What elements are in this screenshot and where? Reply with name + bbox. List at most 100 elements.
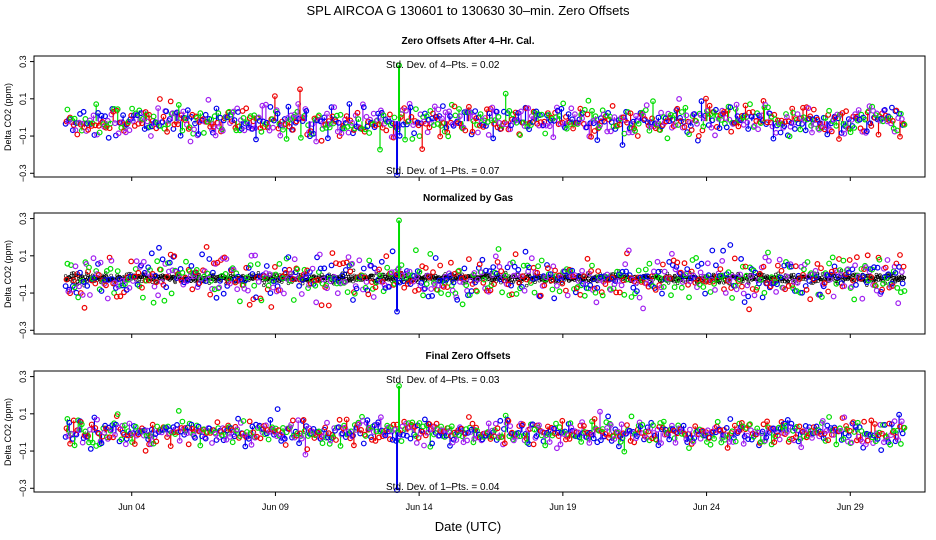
point-purple [320, 276, 327, 283]
panel-2-x-ticks [131, 334, 851, 338]
point-purple [726, 438, 733, 445]
point-green [646, 260, 653, 267]
point-purple [546, 439, 553, 445]
point-blue [702, 290, 708, 297]
point-purple [421, 442, 427, 449]
point-red [836, 136, 842, 142]
point-purple [223, 436, 230, 443]
point-green [143, 277, 150, 284]
point-red [290, 276, 296, 283]
point-purple [870, 107, 876, 114]
point-purple [884, 257, 891, 263]
point-black [878, 273, 882, 277]
point-black [423, 278, 428, 282]
point-red [343, 416, 350, 423]
point-green [682, 104, 689, 111]
point-red [466, 414, 472, 420]
point-purple [410, 278, 417, 285]
point-red [315, 277, 321, 283]
point-blue [87, 446, 94, 452]
point-black [75, 279, 80, 284]
point-blue [195, 281, 202, 288]
point-purple [298, 435, 305, 442]
point-green [258, 297, 265, 304]
point-purple [658, 284, 664, 291]
point-blue [547, 271, 554, 278]
point-red [419, 146, 426, 153]
point-red [900, 120, 907, 127]
point-red [634, 133, 641, 139]
point-purple [453, 294, 460, 301]
panel-2-points [62, 217, 908, 315]
point-green [247, 430, 254, 437]
point-green [409, 135, 416, 142]
point-blue [792, 125, 798, 132]
point-blue [432, 255, 439, 261]
point-green [448, 423, 455, 430]
point-purple [334, 290, 341, 297]
point-green [143, 111, 150, 118]
point-black [819, 278, 823, 282]
point-red [70, 277, 77, 284]
point-green [826, 260, 832, 267]
point-purple [748, 273, 754, 280]
point-blue [899, 280, 906, 287]
point-blue [163, 284, 170, 291]
point-blue [454, 296, 461, 303]
point-blue [447, 272, 453, 279]
point-green [675, 277, 682, 283]
point-blue [249, 125, 256, 132]
point-green [93, 268, 100, 274]
point-red [318, 302, 325, 309]
point-red [746, 306, 752, 313]
point-red [282, 442, 289, 448]
point-purple [895, 300, 902, 307]
point-blue [490, 135, 497, 142]
point-green [341, 279, 348, 286]
point-black [138, 275, 143, 279]
point-purple [309, 265, 316, 272]
point-red [318, 137, 325, 144]
point-purple [740, 440, 747, 447]
point-purple [108, 257, 115, 264]
point-purple [543, 122, 549, 129]
panel-1-title: Zero Offsets After 4–Hr. Cal. [401, 36, 534, 47]
point-green [222, 271, 229, 277]
point-green [851, 124, 858, 131]
point-purple [740, 290, 747, 297]
point-blue [892, 270, 899, 276]
point-blue [120, 112, 126, 119]
point-purple [607, 422, 614, 428]
y-tick-label: −0.3 [18, 164, 28, 182]
point-blue [738, 256, 744, 262]
point-green [538, 257, 545, 264]
point-red [203, 430, 210, 436]
point-red [282, 270, 289, 276]
point-red [818, 265, 824, 272]
point-red [275, 287, 282, 294]
point-red [512, 251, 519, 258]
point-green [175, 408, 182, 414]
point-green [517, 132, 523, 139]
point-blue [274, 110, 281, 117]
point-purple [521, 287, 528, 294]
point-green [686, 445, 692, 452]
point-purple [654, 258, 661, 265]
point-green [229, 439, 236, 446]
point-red [354, 109, 361, 116]
point-blue [799, 289, 805, 296]
point-green [488, 282, 495, 289]
point-purple [528, 255, 535, 262]
point-blue [863, 128, 870, 135]
point-green [337, 111, 344, 118]
point-blue [267, 290, 274, 297]
point-blue [310, 426, 317, 432]
point-blue [677, 114, 683, 121]
point-purple [776, 436, 783, 443]
point-green [700, 284, 707, 290]
point-red [455, 120, 462, 126]
point-green [747, 101, 753, 108]
point-purple [866, 103, 873, 110]
point-green [632, 127, 638, 134]
point-green [147, 267, 153, 273]
